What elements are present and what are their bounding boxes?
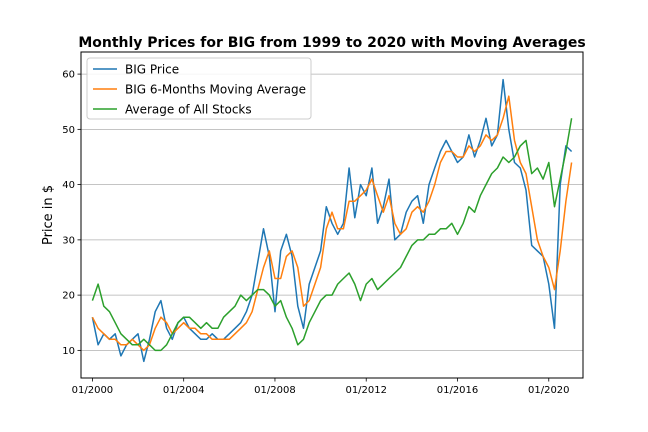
- y-tick-label: 40: [62, 180, 75, 191]
- series-lines: [91, 78, 573, 363]
- chart-title: Monthly Prices for BIG from 1999 to 2020…: [78, 35, 585, 51]
- series-line-big-price: [91, 78, 573, 363]
- y-tick-label: 50: [62, 125, 75, 136]
- y-tick-label: 20: [62, 291, 75, 302]
- x-tick-label: 01/2016: [437, 385, 479, 396]
- x-tick-label: 01/2004: [163, 385, 205, 396]
- y-axis-label: Price in $: [41, 185, 56, 245]
- legend-label: BIG Price: [125, 63, 179, 77]
- plot-frame: [80, 51, 584, 379]
- y-tick-label: 60: [62, 70, 75, 81]
- x-tick-label: 01/2020: [528, 385, 570, 396]
- x-tick-label: 01/2000: [72, 385, 114, 396]
- y-tick-label: 10: [62, 346, 75, 357]
- y-tick-label: 30: [62, 235, 75, 246]
- legend: BIG Price BIG 6-Months Moving Average Aver…: [86, 57, 312, 120]
- legend-box: [86, 57, 312, 120]
- legend-label: BIG 6-Months Moving Average: [125, 83, 306, 97]
- legend-label: Average of All Stocks: [125, 103, 252, 117]
- series-line-average-of-all-stocks: [91, 118, 573, 352]
- x-tick-label: 01/2008: [254, 385, 296, 396]
- axis-ticks: 10 20 30 40 50 60 01/2000 01/2004 01/2008 01/2012…: [62, 70, 569, 396]
- x-tick-label: 01/2012: [345, 385, 387, 396]
